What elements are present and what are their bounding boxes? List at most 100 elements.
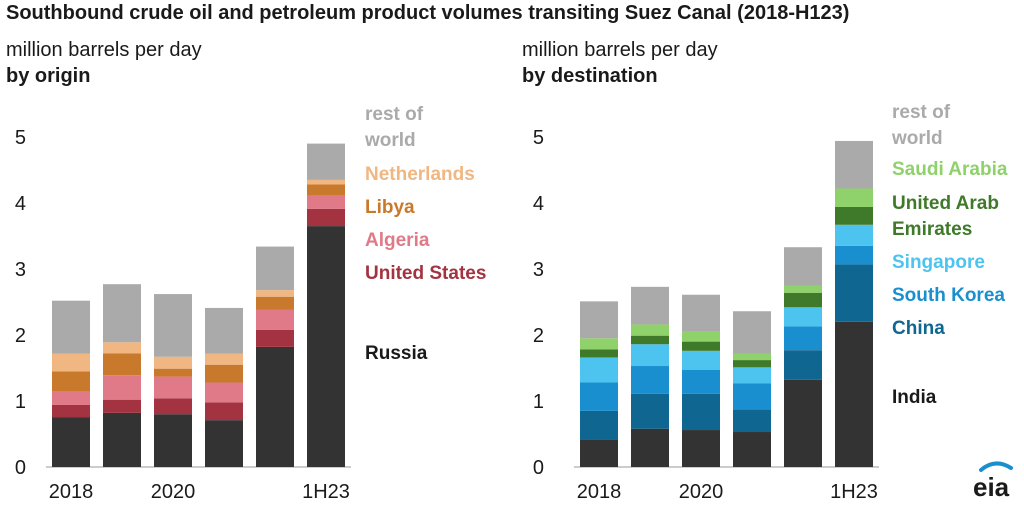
destination-bar-2019-rest-of-world [631,286,669,325]
eia-logo: eia [973,461,1013,502]
origin-bar-2021-netherlands [205,353,243,365]
destination-bar-2021-saudi-arabia [733,353,771,361]
origin-bar-1h23-russia [307,226,345,467]
destination-bar-2021-india [733,432,771,467]
destination-y-tick-4: 4 [533,193,544,215]
origin-legend-algeria: Algeria [365,230,430,251]
destination-bar-1h23-china [835,264,873,322]
origin-bar-2022-netherlands [256,290,294,297]
origin-bar-2022-russia [256,346,294,467]
destination-bar-2020-china [682,393,720,431]
origin-y-tick-4: 4 [15,193,26,215]
origin-y-tick-2: 2 [15,325,26,347]
destination-legend-china: China [892,318,945,339]
origin-bar-1h23-united-states [307,208,345,227]
origin-bar-2021-rest-of-world [205,307,243,354]
origin-bar-2018-libya [52,371,90,392]
destination-bar-2022-south-korea [784,326,822,351]
destination-x-tick-2018: 2018 [577,481,622,503]
origin-bar-1h23-libya [307,184,345,196]
origin-bar-2018-algeria [52,391,90,405]
destination-legend-united-arab-emirates: United Arab Emirates [892,193,999,240]
origin-legend-rest-of-world: rest of world [364,104,424,151]
destination-bar-2018-rest-of-world [580,301,618,339]
destination-bar-2019-china [631,393,669,429]
destination-bar-2018-singapore [580,357,618,383]
origin-legend-united-states: United States [365,263,486,284]
origin-x-tick-2018: 2018 [49,481,94,503]
origin-bar-2019-netherlands [103,342,141,354]
origin-y-tick-3: 3 [15,259,26,281]
origin-bar-2018-russia [52,417,90,467]
origin-y-tick-1: 1 [15,391,26,413]
destination-bar-2019-south-korea [631,366,669,394]
destination-bar-1h23-south-korea [835,245,873,265]
destination-bar-2021-china [733,409,771,433]
destination-y-tick-5: 5 [533,127,544,149]
eia-logo-text: eia [973,472,1010,502]
origin-y-tick-5: 5 [15,127,26,149]
destination-bar-2019-united-arab-emirates [631,335,669,345]
origin-bar-2021-libya [205,364,243,383]
destination-bar-1h23-rest-of-world [835,140,873,189]
destination-bar-2019-singapore [631,344,669,367]
origin-bar-2019-algeria [103,375,141,400]
destination-bar-2020-saudi-arabia [682,331,720,342]
destination-bar-2018-china [580,410,618,440]
destination-bar-2021-united-arab-emirates [733,360,771,368]
destination-bar-2018-india [580,439,618,467]
destination-legend-singapore: Singapore [892,252,985,273]
destination-bar-2018-united-arab-emirates [580,349,618,358]
destination-legend-south-korea: South Korea [892,285,1005,306]
destination-bar-2022-united-arab-emirates [784,292,822,308]
origin-bar-2019-libya [103,353,141,376]
destination-legend-india: India [892,387,937,408]
destination-bar-2022-singapore [784,307,822,327]
destination-bar-2022-saudi-arabia [784,285,822,293]
destination-x-tick-2020: 2020 [679,481,724,503]
origin-bar-2022-libya [256,296,294,310]
origin-bar-2022-united-states [256,329,294,347]
destination-x-tick-1h23: 1H23 [830,481,878,503]
destination-y-tick-3: 3 [533,259,544,281]
destination-bar-2018-south-korea [580,382,618,411]
origin-bar-2020-netherlands [154,356,192,369]
origin-bar-2020-rest-of-world [154,294,192,357]
destination-bar-2020-rest-of-world [682,294,720,332]
destination-bar-2022-china [784,350,822,380]
origin-bar-2020-united-states [154,398,192,415]
destination-bar-2019-saudi-arabia [631,324,669,336]
origin-bar-2020-russia [154,414,192,467]
origin-bar-2021-united-states [205,402,243,421]
origin-bar-2021-russia [205,420,243,467]
destination-bar-2020-united-arab-emirates [682,341,720,351]
destination-y-tick-1: 1 [533,391,544,413]
destination-bar-2019-india [631,428,669,467]
destination-legend-rest-of-world: rest of world [891,102,951,149]
destination-bar-2018-saudi-arabia [580,338,618,350]
destination-bar-2022-rest-of-world [784,247,822,286]
destination-bar-1h23-india [835,321,873,467]
destination-bar-2021-singapore [733,367,771,384]
origin-y-tick-0: 0 [15,457,26,479]
origin-bar-2020-algeria [154,376,192,399]
origin-bar-2021-algeria [205,382,243,403]
destination-y-tick-2: 2 [533,325,544,347]
origin-bar-2018-united-states [52,404,90,418]
destination-bar-1h23-united-arab-emirates [835,206,873,225]
destination-bar-2020-india [682,430,720,467]
origin-bar-2022-rest-of-world [256,246,294,291]
destination-bar-1h23-singapore [835,224,873,246]
right-unit-label: million barrels per day [522,39,718,61]
origin-bar-2018-rest-of-world [52,300,90,354]
origin-bar-2019-rest-of-world [103,284,141,343]
origin-bar-2022-algeria [256,309,294,330]
origin-bar-2019-united-states [103,399,141,413]
destination-bar-2020-south-korea [682,369,720,394]
destination-y-tick-0: 0 [533,457,544,479]
origin-legend-libya: Libya [365,197,415,218]
destination-bar-2021-south-korea [733,383,771,410]
destination-bar-2021-rest-of-world [733,311,771,354]
left-unit-label: million barrels per day [6,39,202,61]
